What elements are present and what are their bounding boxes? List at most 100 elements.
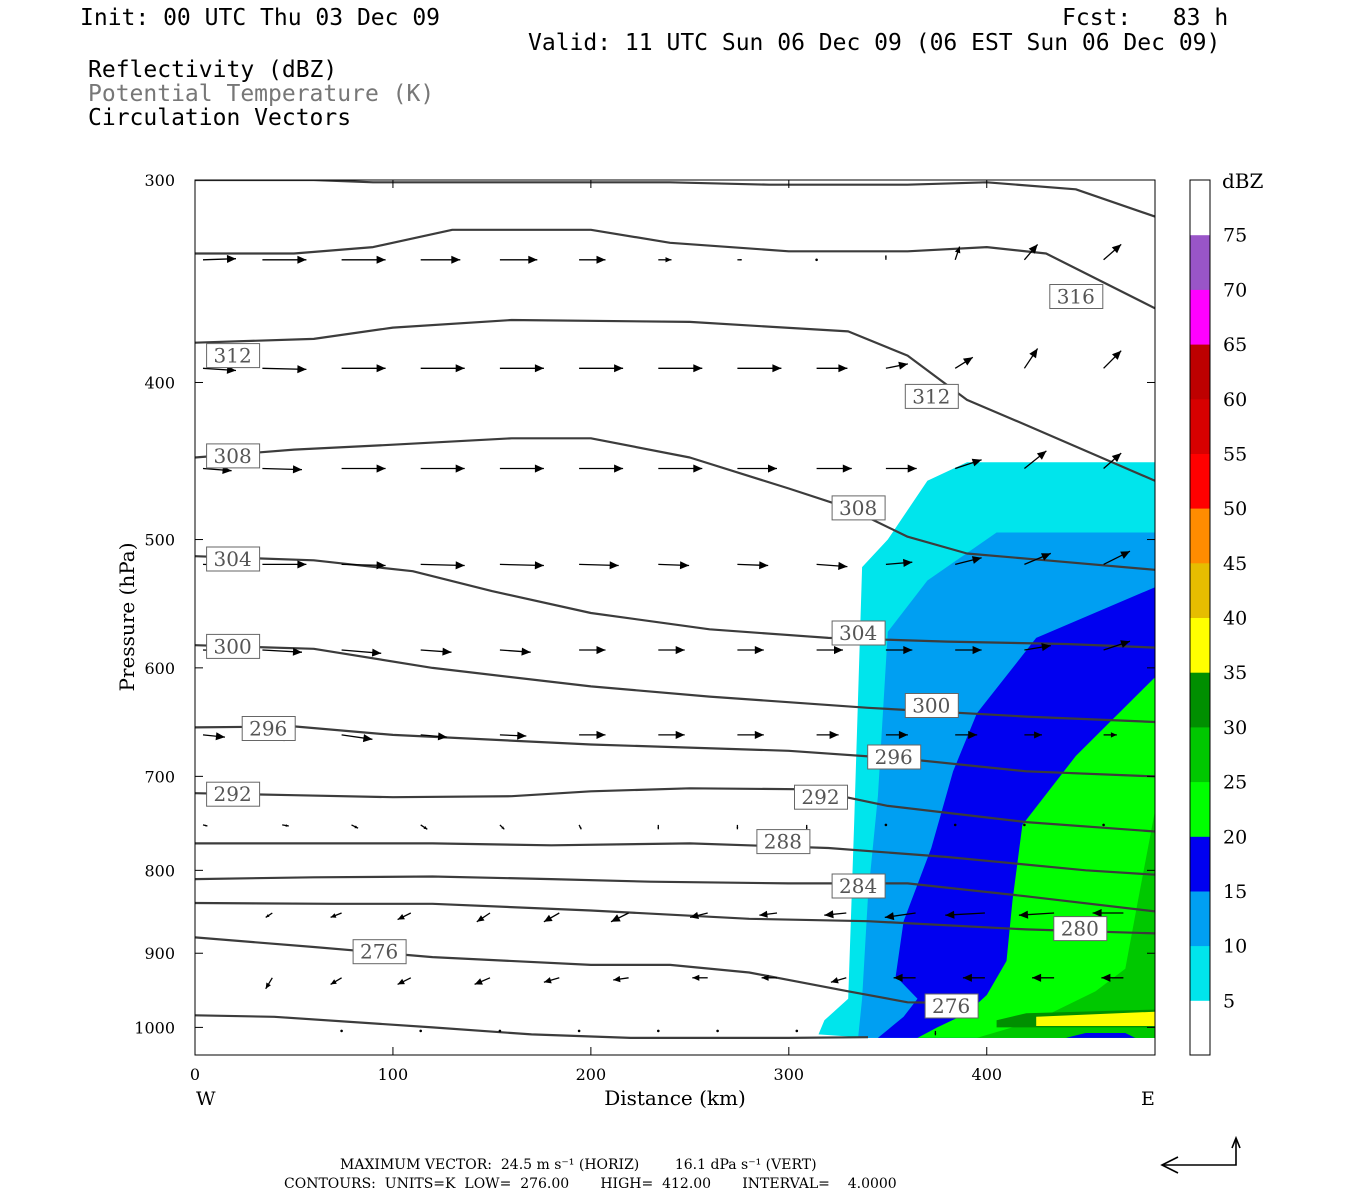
y-tick-label: 600 [144, 659, 175, 678]
reflectivity-region-35dbz [1036, 1011, 1155, 1026]
plot-frame [194, 179, 1156, 1056]
vector-head [1029, 348, 1038, 359]
circulation-vector [202, 824, 208, 827]
theta-contour-292 [195, 787, 1155, 833]
circulation-vector [658, 257, 672, 263]
vector-head [1028, 244, 1038, 254]
circulation-vector [499, 364, 544, 373]
vector-head [834, 646, 843, 655]
colorbar-tick-label: 75 [1223, 225, 1247, 247]
circulation-vector [716, 1029, 719, 1033]
colorbar-tick-label: 25 [1223, 772, 1247, 794]
circulation-vector [816, 561, 848, 570]
circulation-vector [341, 464, 386, 473]
contour-label-308: 308 [206, 443, 261, 469]
circulation-vector [1092, 909, 1124, 918]
vector-head [285, 824, 289, 827]
circulation-vector [474, 977, 491, 985]
circulation-vector [262, 465, 303, 474]
contour-label-box [241, 716, 296, 741]
circulation-vector [885, 255, 887, 260]
vector-head [521, 647, 531, 656]
contour-label-text: 308 [839, 496, 877, 520]
circulation-vector [885, 558, 913, 567]
circulation-vector [689, 911, 708, 919]
colorbar-frame [1189, 179, 1211, 1056]
circulation-vector [1032, 973, 1055, 982]
circulation-vector [962, 973, 985, 982]
vector-head [907, 464, 917, 473]
vector-head [1102, 823, 1105, 827]
vector-head [596, 255, 606, 264]
vector-head [455, 364, 465, 373]
circulation-vector [692, 974, 708, 981]
contour-label-text: 304 [214, 547, 252, 571]
contour-label-box [206, 343, 261, 369]
vector-head [292, 465, 302, 474]
circulation-vector [476, 912, 491, 923]
potential-temperature-layer [195, 180, 1155, 1040]
vector-head [945, 910, 955, 919]
circulation-vector [1023, 348, 1039, 369]
circulation-vector [884, 823, 888, 827]
contour-label-292: 292 [794, 784, 848, 810]
circulation-vector [499, 255, 538, 264]
vector-head [759, 561, 769, 570]
vector-head [838, 364, 848, 373]
vector-head [609, 561, 619, 570]
vector-head [739, 258, 742, 261]
vector-head [962, 973, 972, 982]
vector-head [265, 914, 270, 918]
vector-head [437, 732, 448, 741]
reflectivity-region-25dbz [976, 810, 1155, 1038]
circulation-vector [658, 364, 703, 373]
contour-label-text: 276 [932, 994, 970, 1018]
vector-head [805, 827, 808, 830]
y-tick-label: 800 [144, 861, 175, 880]
theta-contour-300 [195, 644, 1155, 724]
vector-head [476, 915, 485, 922]
circulation-vector [954, 246, 961, 261]
vector-head [577, 1029, 581, 1033]
vector-head [963, 357, 973, 366]
circulation-vector [1103, 732, 1117, 738]
circulation-vector [737, 646, 764, 655]
circulation-vector [816, 646, 843, 655]
colorbar-tick-label: 5 [1223, 990, 1235, 1012]
contour-label-box [756, 829, 811, 855]
colorbar-tick-label: 55 [1223, 443, 1247, 465]
vector-head [534, 561, 544, 570]
vector-head [498, 1029, 502, 1033]
vector-head [297, 560, 307, 569]
vector-head [376, 255, 386, 264]
vector-head [768, 464, 777, 473]
vector-head [534, 464, 544, 473]
vector-head [968, 730, 978, 739]
circulation-vector [816, 730, 839, 739]
vector-head [838, 561, 848, 570]
circulation-vector [499, 647, 531, 656]
contour-label-text: 276 [360, 940, 398, 964]
contour-label-text: 296 [875, 745, 913, 769]
contour-label-292: 292 [206, 781, 261, 807]
vector-head [971, 556, 982, 564]
circulation-vector [265, 977, 273, 990]
vector-head [842, 464, 852, 473]
circulation-vector [420, 647, 452, 656]
circulation-vector [885, 646, 913, 655]
circulation-vector [885, 361, 909, 370]
vector-head [1023, 823, 1026, 827]
circulation-vector [499, 824, 505, 830]
vector-head [657, 827, 660, 830]
vector-head [340, 1029, 343, 1033]
vector-head [1110, 732, 1117, 738]
x-end-label-east: E [1141, 1088, 1155, 1110]
vector-head [1034, 731, 1042, 739]
vector-head [596, 730, 606, 739]
vector-head [455, 561, 465, 570]
vector-head [884, 912, 895, 921]
colorbar-tick-label: 60 [1223, 389, 1247, 411]
contour-label-text: 304 [839, 621, 877, 645]
x-axis-title: Distance (km) [604, 1086, 746, 1110]
contour-label-312: 312 [206, 343, 261, 369]
